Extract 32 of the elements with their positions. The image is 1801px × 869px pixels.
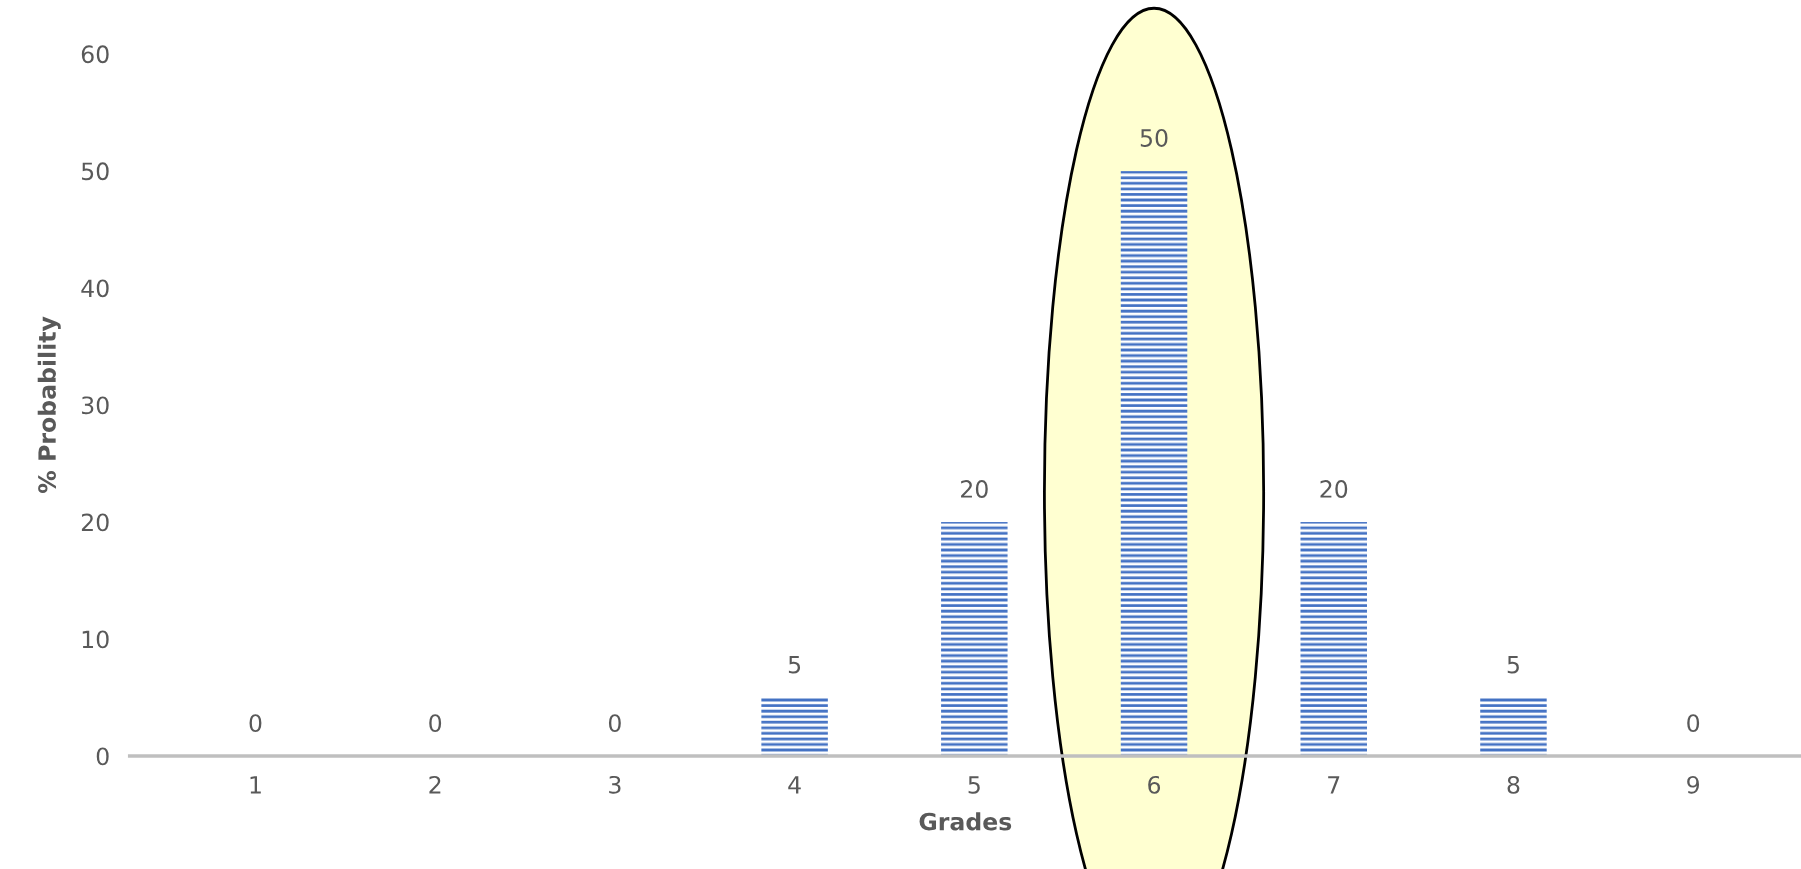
y-tick-label: 20 xyxy=(81,513,109,532)
x-tick-label: 9 xyxy=(1687,775,1700,794)
data-label: 5 xyxy=(788,655,801,674)
data-label: 0 xyxy=(249,714,262,733)
data-label: 50 xyxy=(1140,129,1168,147)
x-tick-label: 4 xyxy=(788,776,801,794)
y-tick-label: 30 xyxy=(81,396,109,415)
data-label: 20 xyxy=(961,480,988,498)
bar xyxy=(1480,697,1547,757)
data-label: 5 xyxy=(1507,655,1519,674)
x-tick-label: 3 xyxy=(609,775,621,794)
y-tick-label: 60 xyxy=(81,45,109,64)
y-tick-label: 10 xyxy=(82,630,109,649)
data-label: 20 xyxy=(1320,480,1348,498)
bar xyxy=(941,521,1008,757)
y-axis-title: % Probability xyxy=(37,316,61,494)
bar xyxy=(761,697,828,757)
data-label: 0 xyxy=(608,714,621,733)
bar xyxy=(1300,521,1367,757)
x-tick-label: 8 xyxy=(1507,775,1520,794)
y-tick-label: 40 xyxy=(81,279,109,298)
y-tick-label: 50 xyxy=(82,162,109,181)
data-label: 0 xyxy=(1687,714,1700,733)
x-axis-title: Grades xyxy=(919,812,1012,831)
x-tick-label: 5 xyxy=(968,776,980,794)
bar xyxy=(1120,170,1188,757)
x-tick-label: 6 xyxy=(1148,775,1161,794)
x-tick-label: 2 xyxy=(429,775,441,794)
x-tick-label: 1 xyxy=(250,776,261,794)
x-tick-label: 7 xyxy=(1328,776,1340,794)
data-label: 0 xyxy=(429,714,442,733)
y-tick-label: 0 xyxy=(96,747,109,766)
